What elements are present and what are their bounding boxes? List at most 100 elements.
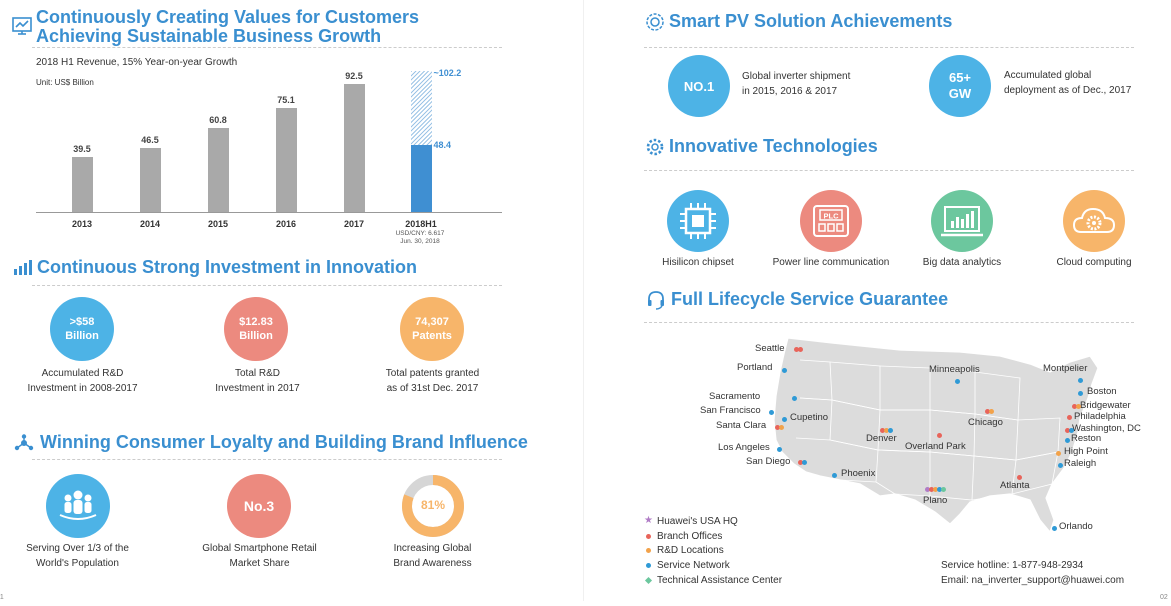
page-number-left: 01	[0, 594, 4, 601]
legend-marker-branch-offices	[646, 533, 651, 539]
legend-label-technical-assistance-center: Technical Assistance Center	[657, 574, 783, 586]
city-label-seattle: Seattle	[755, 343, 785, 354]
bar-projected-label: ~102.2	[433, 67, 462, 78]
legend-label-branch-offices: Branch Offices	[657, 530, 723, 542]
service-email: Email: na_inverter_support@huawei.com	[941, 575, 1125, 586]
chart-unit: Unit: US$ Billion	[36, 78, 94, 87]
legend-label-service-network: Service Network	[657, 560, 730, 572]
city-label-san-diego: San Diego	[746, 456, 791, 467]
page-divider	[583, 0, 584, 601]
bar-value-2018H1: 48.4	[433, 140, 452, 151]
loyalty-title: Winning Consumer Loyalty and Building Br…	[40, 432, 528, 452]
chart-monitor-icon	[941, 206, 983, 237]
growth-icon	[12, 16, 32, 36]
city-label-atlanta: Atlanta	[1000, 480, 1030, 491]
population-caption: Serving Over 1/3 of the World's Populatio…	[26, 543, 129, 569]
tech-title: Innovative Technologies	[669, 136, 878, 156]
bar-signal-icon	[13, 259, 33, 275]
bar-projected-2018H1	[410, 70, 432, 146]
bar-2017	[343, 84, 365, 212]
city-marker-bridgewater	[1076, 404, 1081, 409]
city-label-minneapolis: Minneapolis	[929, 364, 980, 375]
revenue-chart: 39.5 2013 46.5 2014 60.8 2015 75.1 2016 92.5 2017…	[0, 0, 520, 250]
bar-2016	[275, 108, 297, 212]
city-label-boston: Boston	[1087, 386, 1117, 397]
city-marker-atlanta	[1017, 475, 1022, 480]
bar-value-2013: 39.5	[73, 144, 91, 155]
population-circle	[46, 474, 110, 538]
city-label-reston: Reston	[1071, 433, 1102, 444]
deployment-circle: 65+ GW	[929, 55, 991, 117]
legend-marker-huawei-s-usa-hq: ★	[644, 515, 653, 526]
headset-icon	[646, 290, 666, 310]
investment-title: Continuous Strong Investment in Innovati…	[37, 257, 417, 277]
chip-icon	[680, 203, 716, 239]
city-marker-santa-clara	[775, 425, 780, 430]
cloud-gear-icon	[1072, 207, 1116, 233]
page-number-right: 02	[1160, 594, 1168, 601]
city-label-high-point: High Point	[1064, 446, 1108, 457]
rnd-total-circle: $12.83 Billion	[224, 297, 288, 361]
city-marker-cupetino	[782, 417, 787, 422]
city-marker-san-diego	[802, 460, 807, 465]
city-marker-plano	[937, 487, 942, 492]
city-label-phoenix: Phoenix	[841, 468, 876, 479]
bar-value-2017: 92.5	[345, 71, 363, 82]
chart-subtitle: 2018 H1 Revenue, 15% Year-on-year Growth	[36, 57, 238, 68]
smartphone-share-caption: Global Smartphone Retail Market Share	[202, 543, 317, 569]
pv-title: Smart PV Solution Achievements	[669, 11, 953, 31]
tech-label-plc: Power line communication	[772, 257, 890, 268]
city-marker-overland-park	[937, 433, 942, 438]
city-marker-washington-dc	[1069, 428, 1074, 433]
city-label-portland: Portland	[737, 362, 773, 373]
city-marker-plano	[925, 487, 930, 492]
x-tick-2016: 2016	[275, 219, 297, 229]
gear-icon	[645, 137, 665, 157]
rnd-accumulated-circle: >$58 Billion	[50, 297, 114, 361]
cloud-tile	[1063, 190, 1125, 252]
city-marker-philadelphia	[1067, 415, 1072, 420]
x-tick-2017: 2017	[343, 219, 365, 229]
city-label-santa-clara: Santa Clara	[716, 420, 767, 431]
analytics-tile	[931, 190, 993, 252]
city-marker-orlando	[1052, 526, 1057, 531]
tech-label-analytics: Big data analytics	[922, 257, 1002, 268]
bar-value-2015: 60.8	[209, 114, 227, 125]
sun-gear-icon	[645, 12, 665, 32]
bar-2018H1	[410, 145, 432, 212]
brand-awareness-ring: 81%	[401, 474, 465, 538]
city-label-overland-park: Overland Park	[905, 441, 966, 452]
city-label-montpelier: Montpelier	[1043, 363, 1088, 374]
tech-label-cloud: Cloud computing	[1056, 257, 1132, 268]
city-marker-denver	[884, 428, 889, 433]
x-tick-2015: 2015	[207, 219, 229, 229]
service-title: Full Lifecycle Service Guarantee	[671, 289, 949, 309]
network-nodes-icon	[14, 434, 34, 452]
city-marker-seattle	[798, 347, 803, 352]
city-label-cupetino: Cupetino	[790, 412, 829, 423]
legend-label-r-d-locations: R&D Locations	[657, 545, 724, 557]
city-marker-washington-dc	[1065, 428, 1070, 433]
city-marker-bridgewater	[1072, 404, 1077, 409]
plc-tile: PLC	[800, 190, 862, 252]
exchange-note: USD/CNY: 6.617 Jun. 30, 2018	[395, 230, 445, 245]
city-label-raleigh: Raleigh	[1064, 458, 1097, 469]
x-tick-2013: 2013	[71, 219, 93, 229]
chip-tile	[667, 190, 729, 252]
brand-awareness-caption: Increasing Global Brand Awareness	[393, 543, 472, 569]
bar-2014	[139, 147, 161, 212]
people-group-icon	[59, 490, 97, 520]
city-marker-chicago	[985, 409, 990, 414]
rnd-accumulated-caption: Accumulated R&D Investment in 2008-2017	[27, 368, 138, 394]
city-marker-raleigh	[1058, 463, 1063, 468]
plc-icon: PLC	[813, 205, 849, 237]
bar-2015	[207, 127, 229, 212]
smartphone-share-circle: No.3	[227, 474, 291, 538]
bar-value-2014: 46.5	[141, 134, 159, 145]
patents-caption: Total patents granted as of 31st Dec. 201…	[385, 368, 480, 394]
city-marker-denver	[888, 428, 893, 433]
city-marker-santa-clara	[779, 425, 784, 430]
city-label-sacramento: Sacramento	[709, 391, 761, 402]
city-label-san-francisco: San Francisco	[700, 405, 761, 416]
city-marker-plano	[941, 487, 946, 492]
